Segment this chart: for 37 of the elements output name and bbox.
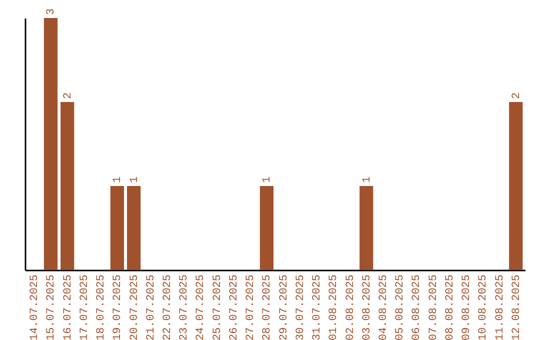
x-tick-label: 10.08.2025 [478, 274, 490, 340]
x-tick-label: 21.07.2025 [145, 274, 158, 340]
x-tick-label: 20.07.2025 [128, 274, 141, 340]
x-tick-label: 02.08.2025 [344, 274, 357, 340]
data-label: 2 [62, 92, 74, 99]
data-label: 1 [128, 176, 141, 183]
x-tick-label: 23.07.2025 [178, 274, 191, 340]
x-tick-label: 03.08.2025 [361, 274, 374, 340]
x-tick-label: 16.07.2025 [62, 274, 74, 340]
x-tick-label: 12.08.2025 [510, 274, 523, 340]
x-tick-label: 08.08.2025 [444, 274, 456, 340]
x-tick-label: 22.07.2025 [162, 274, 174, 340]
data-label: 3 [46, 8, 58, 15]
data-label: 1 [112, 176, 124, 183]
x-tick-label: 14.07.2025 [29, 274, 42, 340]
data-label: 1 [262, 176, 274, 183]
x-tick-label: 11.08.2025 [494, 274, 506, 340]
x-tick-label: 17.07.2025 [78, 274, 91, 340]
x-tick-label: 01.08.2025 [328, 274, 340, 340]
x-tick-label: 06.08.2025 [411, 274, 424, 340]
x-tick-label: 07.08.2025 [428, 274, 440, 340]
x-tick-label: 25.07.2025 [212, 274, 224, 340]
x-tick-label: 15.07.2025 [46, 274, 58, 340]
x-tick-label: 19.07.2025 [112, 274, 124, 340]
x-tick-label: 09.08.2025 [461, 274, 474, 340]
x-tick-label: 24.07.2025 [195, 274, 208, 340]
x-tick-label: 05.08.2025 [394, 274, 407, 340]
x-tick-label: 31.07.2025 [312, 274, 324, 340]
x-tick-label: 04.08.2025 [378, 274, 390, 340]
x-tick-label: 18.07.2025 [96, 274, 108, 340]
x-tick-label: 29.07.2025 [278, 274, 290, 340]
x-tick-label: 27.07.2025 [245, 274, 258, 340]
data-label: 2 [510, 92, 523, 99]
data-label: 1 [361, 176, 374, 183]
x-tick-label: 26.07.2025 [228, 274, 240, 340]
x-tick-label: 28.07.2025 [262, 274, 274, 340]
x-tick-label: 30.07.2025 [294, 274, 307, 340]
